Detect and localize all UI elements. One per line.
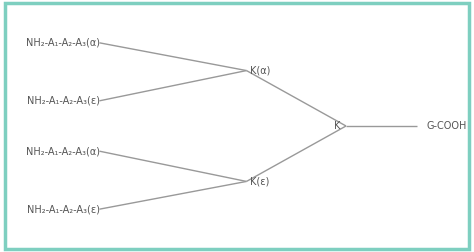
- Text: NH₂-A₁-A₂-A₃(ε): NH₂-A₁-A₂-A₃(ε): [27, 204, 100, 214]
- Text: NH₂-A₁-A₂-A₃(ε): NH₂-A₁-A₂-A₃(ε): [27, 96, 100, 106]
- Text: K(ε): K(ε): [250, 176, 270, 186]
- Text: K(α): K(α): [250, 66, 271, 76]
- Text: NH₂-A₁-A₂-A₃(α): NH₂-A₁-A₂-A₃(α): [26, 146, 100, 156]
- Text: K: K: [334, 121, 340, 131]
- Text: G-COOH: G-COOH: [427, 121, 467, 131]
- Text: NH₂-A₁-A₂-A₃(α): NH₂-A₁-A₂-A₃(α): [26, 38, 100, 48]
